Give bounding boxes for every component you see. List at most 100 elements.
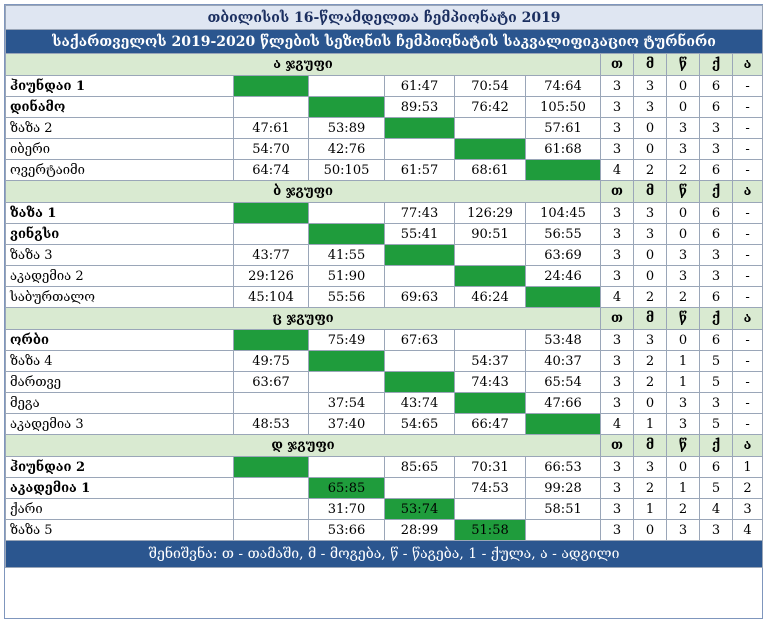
stat-cell: 0 — [633, 392, 667, 414]
score-cell: 43:77 — [233, 244, 309, 266]
team-name: ზაზა 4 — [5, 350, 234, 372]
stat-cell: 3 — [600, 498, 634, 520]
stat-cell: 3 — [600, 392, 634, 414]
score-cell — [233, 519, 309, 541]
stat-cell: 5 — [699, 371, 733, 393]
stat-cell: 0 — [666, 202, 700, 224]
team-name: ოვერტაიმი — [5, 159, 234, 181]
stat-cell: 2 — [633, 286, 667, 308]
stat-header: თ — [600, 434, 634, 457]
self-match-cell — [384, 117, 455, 139]
stat-cell: 3 — [600, 350, 634, 372]
score-cell: 65:54 — [525, 371, 601, 393]
stat-cell: 2 — [666, 286, 700, 308]
score-cell: 67:63 — [384, 329, 455, 351]
stat-cell: 5 — [699, 350, 733, 372]
stat-header: მ — [633, 307, 667, 330]
table-row: ოვერტაიმი 64:74 50:105 61:57 68:61 4 2 2 6- — [5, 159, 764, 181]
stat-header: თ — [600, 180, 634, 203]
stat-cell: 3 — [600, 265, 634, 287]
stat-header: ქ — [699, 180, 733, 203]
document-subtitle: საქართველოს 2019-2020 წლების სეზონის ჩემ… — [4, 29, 764, 54]
stat-cell: 3 — [633, 96, 667, 118]
stat-cell: - — [731, 392, 764, 414]
stat-cell: 3 — [699, 117, 733, 139]
stat-cell: 2 — [633, 477, 667, 499]
stat-cell: 3 — [666, 413, 700, 435]
stat-cell: 1 — [633, 498, 667, 520]
stat-cell: 6 — [699, 202, 733, 224]
stat-cell: 0 — [666, 96, 700, 118]
stat-cell: 1 — [633, 413, 667, 435]
score-cell — [233, 392, 309, 414]
stat-cell: 3 — [666, 138, 700, 160]
score-cell: 68:61 — [454, 159, 526, 181]
standings-table: თბილისის 16-წლამდელთა ჩემპიონატი 2019 სა… — [4, 5, 764, 568]
self-match-cell — [454, 392, 526, 414]
team-name: აკადემია 3 — [5, 413, 234, 435]
score-cell: 46:24 — [454, 286, 526, 308]
team-name: მეგა — [5, 392, 234, 414]
score-cell: 77:43 — [384, 202, 455, 224]
stat-header: ა — [731, 434, 764, 457]
stat-cell: 1 — [666, 371, 700, 393]
team-name: ჰიუნდაი 2 — [5, 456, 234, 478]
score-cell: 57:61 — [525, 117, 601, 139]
stat-cell: 3 — [600, 519, 634, 541]
score-cell — [308, 202, 385, 224]
stat-cell: 3 — [600, 138, 634, 160]
score-cell: 58:51 — [525, 498, 601, 520]
team-name: ზაზა 5 — [5, 519, 234, 541]
self-match-cell — [233, 329, 309, 351]
stat-cell: - — [731, 159, 764, 181]
stat-cell: 2 — [633, 350, 667, 372]
score-cell: 70:31 — [454, 456, 526, 478]
stat-cell: 3 — [600, 202, 634, 224]
group-name: ა ჯგუფი — [5, 53, 601, 76]
group-header-row: ბ ჯგუფი თ მ წ ქ ა — [5, 180, 764, 203]
stat-header: წ — [666, 307, 700, 330]
score-cell — [454, 498, 526, 520]
score-cell: 61:47 — [384, 75, 455, 97]
score-cell: 48:53 — [233, 413, 309, 435]
score-cell: 63:69 — [525, 244, 601, 266]
stat-header: ქ — [699, 307, 733, 330]
score-cell: 53:66 — [308, 519, 385, 541]
stat-cell: - — [731, 244, 764, 266]
group-header-row: ა ჯგუფი თ მ წ ქ ა — [5, 53, 764, 76]
stat-cell: 4 — [600, 286, 634, 308]
team-name: ჰიუნდაი 1 — [5, 75, 234, 97]
stat-header: ა — [731, 307, 764, 330]
score-cell: 45:104 — [233, 286, 309, 308]
table-row: ზაზა 5 53:66 28:99 51:58 3 0 3 3 4 — [5, 519, 764, 541]
footer-row: შენიშვნა: თ - თამაში, მ - მოგება, წ - წა… — [4, 540, 764, 568]
team-name: იბერი — [5, 138, 234, 160]
score-cell: 105:50 — [525, 96, 601, 118]
stat-header: თ — [600, 53, 634, 76]
stat-cell: 3 — [633, 75, 667, 97]
stat-cell: 6 — [699, 75, 733, 97]
stat-cell: - — [731, 265, 764, 287]
score-cell: 69:63 — [384, 286, 455, 308]
score-cell: 31:70 — [308, 498, 385, 520]
score-cell — [384, 265, 455, 287]
stat-cell: 0 — [666, 75, 700, 97]
score-cell: 24:46 — [525, 265, 601, 287]
table-row: ჰიუნდაი 1 61:47 70:54 74:64 3 3 0 6- — [5, 75, 764, 97]
self-match-cell — [233, 75, 309, 97]
stat-cell: 3 — [699, 519, 733, 541]
stat-header: ა — [731, 180, 764, 203]
score-cell: 75:49 — [308, 329, 385, 351]
stat-cell: 1 — [731, 456, 764, 478]
table-row: აკადემია 1 65:85 74:53 99:28 3 2 1 5 2 — [5, 477, 764, 499]
stat-cell: 0 — [633, 138, 667, 160]
stat-cell: 3 — [600, 96, 634, 118]
stat-cell: 4 — [600, 413, 634, 435]
table-row: აკადემია 3 48:53 37:40 54:65 66:47 4 1 3 5- — [5, 413, 764, 435]
stat-cell: 4 — [600, 159, 634, 181]
stat-cell: 2 — [633, 371, 667, 393]
stat-cell: 3 — [666, 117, 700, 139]
score-cell: 47:66 — [525, 392, 601, 414]
stat-cell: 3 — [699, 265, 733, 287]
score-cell: 42:76 — [308, 138, 385, 160]
